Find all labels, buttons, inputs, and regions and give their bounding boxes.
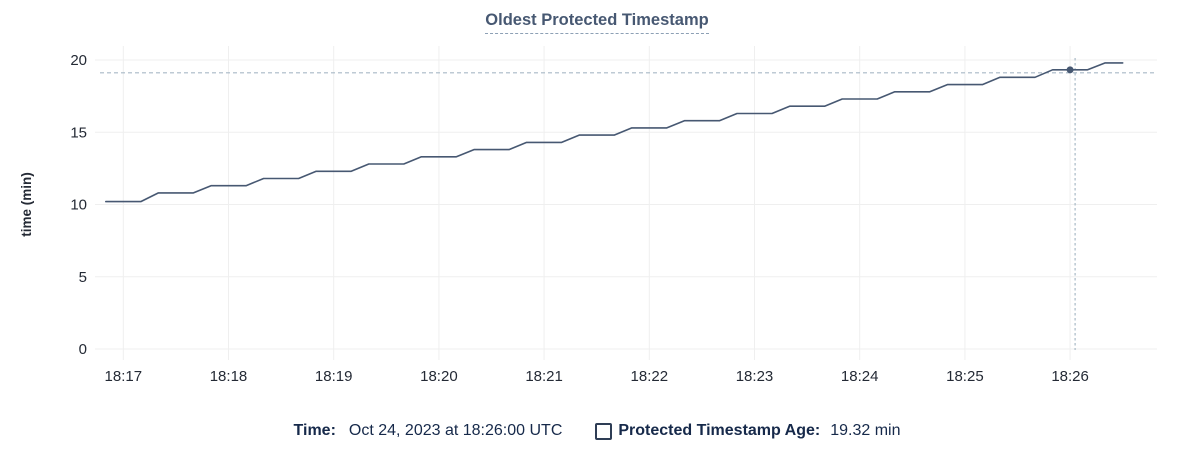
legend-time-label: Time: bbox=[293, 422, 336, 439]
y-axis-title: time (min) bbox=[19, 172, 34, 237]
chart-title[interactable]: Oldest Protected Timestamp bbox=[485, 11, 709, 34]
series-checkbox-unchecked-icon[interactable] bbox=[595, 422, 613, 440]
x-tick-label: 18:18 bbox=[210, 368, 248, 385]
line-chart-canvas[interactable]: 0 5 10 15 20 18:17 18:18 18:19 18:20 18:21 18:22 18… bbox=[0, 0, 1194, 402]
y-tick-label: 5 bbox=[79, 269, 87, 286]
x-tick-label: 18:25 bbox=[946, 368, 984, 385]
x-tick-label: 18:17 bbox=[105, 368, 143, 385]
y-tick-label: 15 bbox=[70, 124, 87, 141]
chart-title-row: Oldest Protected Timestamp bbox=[0, 11, 1194, 34]
y-tick-label: 20 bbox=[70, 52, 87, 69]
chart-legend: Time: Oct 24, 2023 at 18:26:00 UTC Prote… bbox=[0, 420, 1194, 442]
legend-series-value: 19.32 min bbox=[830, 422, 901, 439]
legend-series-group: Protected Timestamp Age: 19.32 min bbox=[595, 420, 900, 442]
series-line bbox=[105, 62, 1124, 203]
x-tick-label: 18:26 bbox=[1051, 368, 1089, 385]
legend-time-value: Oct 24, 2023 at 18:26:00 UTC bbox=[348, 422, 563, 439]
x-tick-label: 18:22 bbox=[631, 368, 669, 385]
x-tick-label: 18:19 bbox=[315, 368, 353, 385]
legend-time-group: Time: Oct 24, 2023 at 18:26:00 UTC bbox=[294, 420, 563, 442]
y-tick-label: 10 bbox=[70, 197, 87, 214]
x-tick-label: 18:23 bbox=[736, 368, 774, 385]
x-tick-label: 18:21 bbox=[525, 368, 563, 385]
y-tick-label: 0 bbox=[79, 341, 87, 358]
x-tick-label: 18:20 bbox=[420, 368, 458, 385]
legend-series-label: Protected Timestamp Age: bbox=[618, 422, 821, 439]
x-tick-label: 18:24 bbox=[841, 368, 879, 385]
hover-point-dot bbox=[1066, 66, 1074, 74]
